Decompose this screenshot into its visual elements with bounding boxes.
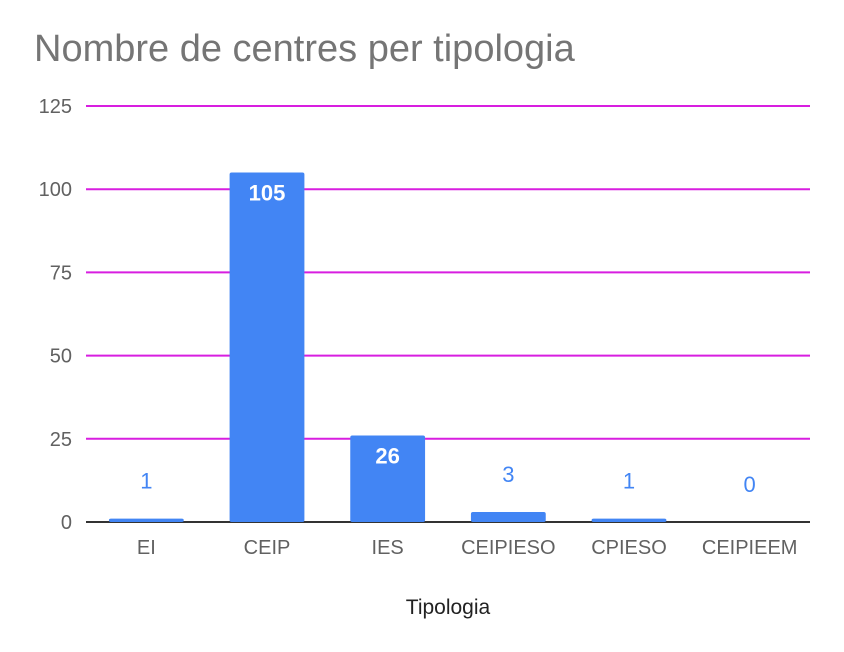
y-axis-ticks: 0 25 50 75 100 125 — [39, 96, 72, 534]
data-label-ceipieem: 0 — [744, 472, 756, 497]
y-tick-label: 25 — [50, 429, 72, 451]
y-tick-label: 100 — [39, 179, 72, 201]
y-tick-label: 0 — [61, 512, 72, 534]
bar-ceip — [229, 172, 305, 522]
bars — [108, 172, 667, 522]
data-label-ies: 26 — [375, 443, 399, 468]
x-category-label: IES — [372, 537, 404, 559]
data-label-ceip: 105 — [249, 181, 286, 206]
gridlines — [86, 105, 810, 523]
x-category-label: CEIPIESO — [461, 537, 555, 559]
data-label-ceipieso: 3 — [502, 462, 514, 487]
x-category-label: CPIESO — [591, 537, 667, 559]
data-label-ei: 1 — [140, 469, 152, 494]
data-labels: 1 105 26 3 1 0 — [140, 181, 756, 497]
x-axis-categories: EI CEIP IES CEIPIESO CPIESO CEIPIEEM — [137, 537, 798, 559]
x-category-label: CEIP — [244, 537, 291, 559]
y-tick-label: 75 — [50, 262, 72, 284]
bar-cpieso — [591, 518, 667, 522]
bar-ceipieso — [470, 512, 546, 522]
x-category-label: EI — [137, 537, 156, 559]
chart-title: Nombre de centres per tipologia — [34, 28, 575, 70]
data-label-cpieso: 1 — [623, 469, 635, 494]
bar-ies — [350, 435, 426, 522]
y-tick-label: 125 — [39, 96, 72, 118]
x-category-label: CEIPIEEM — [702, 537, 798, 559]
y-tick-label: 50 — [50, 346, 72, 368]
x-axis-title: Tipologia — [406, 596, 491, 619]
bar-ei — [108, 518, 184, 522]
